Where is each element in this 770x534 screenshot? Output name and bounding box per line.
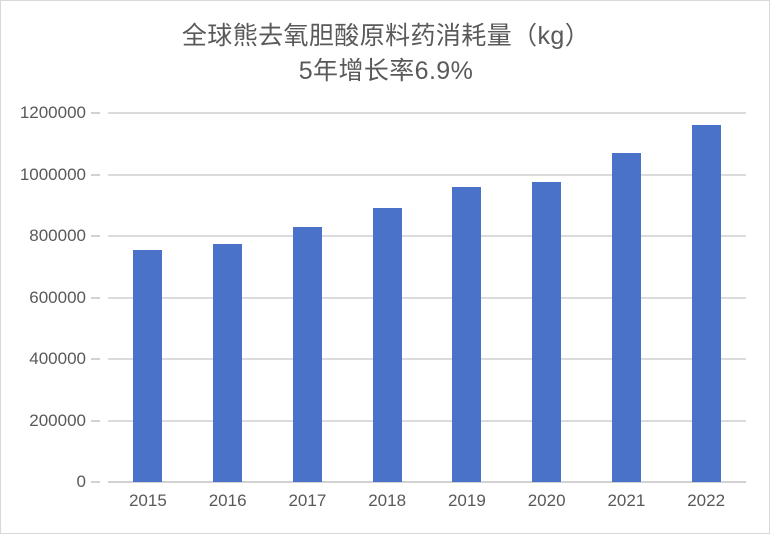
bar-2017[interactable] [292,226,322,482]
chart-title: 全球熊去氧胆酸原料药消耗量（kg） [181,22,591,50]
y-tick-mark [91,235,100,237]
y-tick-label: 1200000 [19,103,86,122]
bar-2016[interactable] [213,243,243,482]
plot-area [108,112,746,483]
bar-2020[interactable] [532,182,562,482]
x-tick-label-2022: 2022 [687,491,726,510]
x-tick-label-2015: 2015 [128,491,167,510]
gridline [108,419,746,422]
y-tick-label: 600000 [29,287,86,307]
bar-2022[interactable] [691,125,721,482]
x-tick-label-2019: 2019 [447,491,486,510]
x-tick-label-2020: 2020 [527,491,566,510]
x-tick-label-2016: 2016 [208,491,247,510]
gridline [108,358,746,360]
bar-2018[interactable] [372,208,402,482]
chart-title-block: 全球熊去氧胆酸原料药消耗量（kg） 5年增长率6.9% [1,19,770,89]
y-tick-label: 0 [76,472,86,491]
y-axis: 0 200000 400000 600000 800000 1000000 1200000 [1,103,100,491]
x-tick-label-2021: 2021 [607,491,646,510]
x-axis: 2015 2016 2017 2018 2019 2020 2021 2022 [108,484,746,524]
gridline [108,112,746,114]
y-tick-mark [91,296,100,299]
y-tick-label: 800000 [29,226,86,245]
x-tick-label-2017: 2017 [288,491,327,510]
y-tick-mark [91,358,100,360]
bar-2015[interactable] [133,249,163,482]
x-axis-line [108,481,746,483]
gridline [108,235,746,237]
y-tick-mark [91,419,100,422]
bar-2021[interactable] [611,152,641,482]
y-tick-mark [91,481,100,483]
gridline [108,296,746,299]
x-tick-label-2018: 2018 [368,491,407,510]
y-tick-mark [91,173,100,176]
y-tick-mark [91,112,100,114]
y-tick-label: 400000 [29,349,86,368]
bar-2019[interactable] [452,186,482,482]
y-tick-label: 200000 [29,410,86,430]
chart-subtitle: 5年增长率6.9% [298,57,474,85]
y-tick-label: 1000000 [19,164,86,184]
gridline [108,173,746,176]
